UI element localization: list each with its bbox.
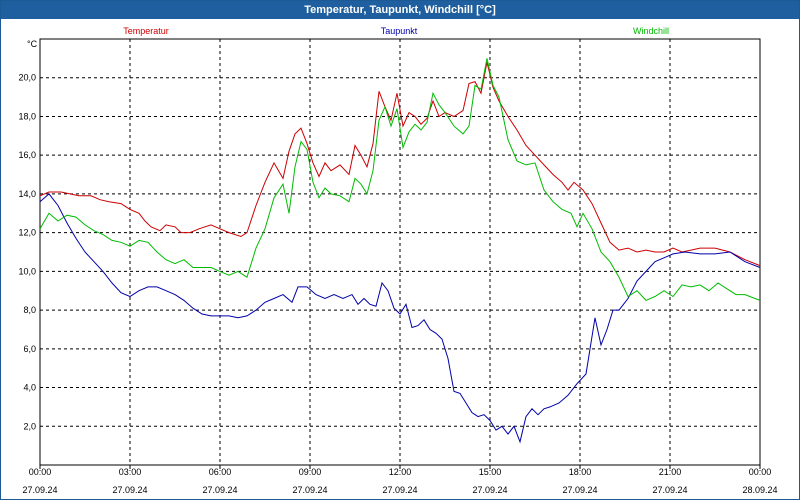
y-tick-label: 8,0 — [23, 305, 36, 315]
legend-entry-windchill: Windchill — [633, 26, 669, 36]
x-tick-time: 21:00 — [659, 467, 682, 477]
legend-entry-temperatur: Temperatur — [123, 26, 169, 36]
x-tick-time: 18:00 — [569, 467, 592, 477]
y-tick-label: 10,0 — [18, 266, 36, 276]
y-tick-label: 20,0 — [18, 73, 36, 83]
x-tick-date: 27.09.24 — [202, 485, 237, 495]
x-tick-date: 27.09.24 — [112, 485, 147, 495]
x-tick-time: 03:00 — [119, 467, 142, 477]
x-tick-time: 06:00 — [209, 467, 232, 477]
series-lines — [39, 58, 761, 444]
y-tick-label: 6,0 — [23, 344, 36, 354]
y-tick-label: 4,0 — [23, 383, 36, 393]
y-axis: 2,0 4,0 6,0 8,0 10,0 12,0 14,0 16,0 18,0 20,0 — [18, 73, 36, 432]
x-tick-date: 27.09.24 — [22, 485, 57, 495]
series-line-taupunkt — [39, 193, 761, 444]
x-tick-time: 15:00 — [479, 467, 502, 477]
series-line-windchill — [39, 58, 761, 301]
y-tick-label: 2,0 — [23, 421, 36, 431]
x-tick-time: 09:00 — [299, 467, 322, 477]
y-tick-label: 18,0 — [18, 111, 36, 121]
series-line-temperatur — [39, 62, 761, 267]
x-tick-date: 27.09.24 — [652, 485, 687, 495]
grid — [40, 39, 760, 465]
y-tick-label: 14,0 — [18, 189, 36, 199]
x-tick-date: 27.09.24 — [562, 485, 597, 495]
x-axis: 00:00 27.09.24 03:00 27.09.24 06:00 27.09.24 0… — [22, 465, 778, 495]
legend: Temperatur Taupunkt Windchill — [123, 26, 669, 36]
line-chart: 2,0 4,0 6,0 8,0 10,0 12,0 14,0 16,0 18,0 20,0 00:… — [18, 26, 778, 495]
x-tick-date: 27.09.24 — [472, 485, 507, 495]
y-axis-unit: °C — [27, 39, 38, 49]
chart-title: Temperatur, Taupunkt, Windchill [°C] — [1, 1, 799, 19]
x-tick-date: 27.09.24 — [382, 485, 417, 495]
x-tick-date: 28.09.24 — [742, 485, 777, 495]
x-tick-date: 27.09.24 — [292, 485, 327, 495]
legend-entry-taupunkt: Taupunkt — [381, 26, 418, 36]
x-tick-time: 00:00 — [749, 467, 772, 477]
x-tick-time: 12:00 — [389, 467, 412, 477]
y-tick-label: 16,0 — [18, 150, 36, 160]
y-tick-label: 12,0 — [18, 228, 36, 238]
x-tick-time: 00:00 — [29, 467, 52, 477]
